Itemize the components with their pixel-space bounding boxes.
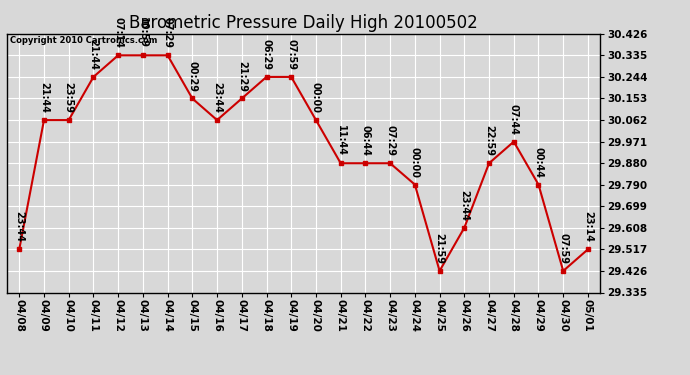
Text: 22:59: 22:59 — [484, 125, 494, 156]
Text: 07:14: 07:14 — [113, 17, 123, 48]
Text: 00:44: 00:44 — [533, 147, 544, 178]
Text: 23:44: 23:44 — [212, 82, 222, 113]
Text: 07:59: 07:59 — [558, 233, 568, 264]
Text: 21:29: 21:29 — [237, 60, 247, 92]
Text: 00:00: 00:00 — [311, 82, 321, 113]
Text: 23:59: 23:59 — [63, 82, 74, 113]
Text: 07:29: 07:29 — [385, 125, 395, 156]
Text: 23:44: 23:44 — [14, 211, 24, 242]
Text: 10:59: 10:59 — [138, 17, 148, 48]
Text: 07:59: 07:59 — [286, 39, 296, 70]
Text: 00:29: 00:29 — [188, 60, 197, 92]
Text: 21:44: 21:44 — [39, 82, 49, 113]
Text: 11:44: 11:44 — [336, 125, 346, 156]
Text: 23:14: 23:14 — [583, 211, 593, 242]
Text: 06:44: 06:44 — [360, 125, 371, 156]
Text: 21:44: 21:44 — [88, 39, 99, 70]
Text: Copyright 2010 Cartronics.com: Copyright 2010 Cartronics.com — [10, 36, 157, 45]
Title: Barometric Pressure Daily High 20100502: Barometric Pressure Daily High 20100502 — [129, 14, 478, 32]
Text: 06:29: 06:29 — [262, 39, 271, 70]
Text: 07:29: 07:29 — [163, 17, 172, 48]
Text: 21:59: 21:59 — [435, 233, 444, 264]
Text: 00:00: 00:00 — [410, 147, 420, 178]
Text: 23:44: 23:44 — [460, 190, 469, 221]
Text: 07:44: 07:44 — [509, 104, 519, 135]
